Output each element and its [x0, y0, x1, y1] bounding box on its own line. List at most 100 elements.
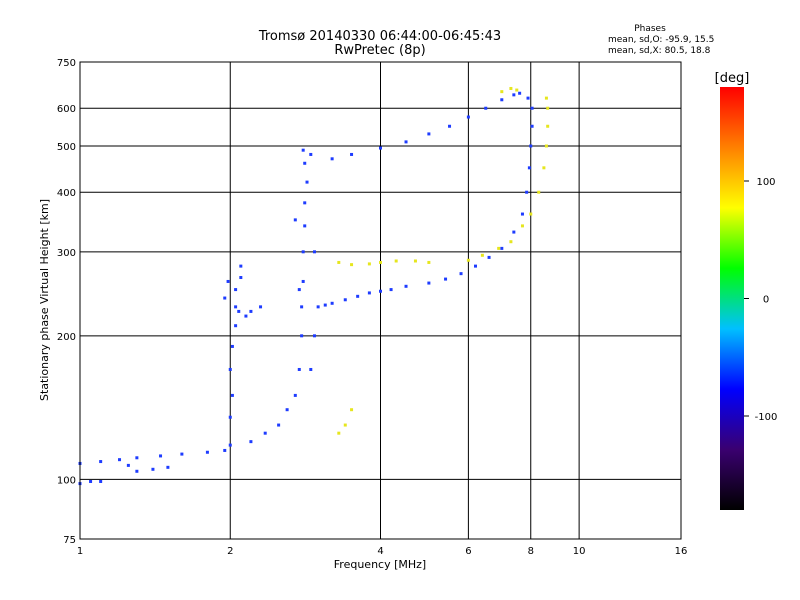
data-point: [350, 408, 354, 412]
data-point: [180, 452, 184, 456]
data-point: [159, 454, 163, 458]
data-point: [89, 479, 93, 483]
data-point: [379, 260, 382, 264]
data-point: [301, 148, 305, 152]
data-point: [330, 157, 334, 161]
data-point: [473, 264, 477, 268]
data-point: [500, 98, 504, 102]
data-point: [466, 258, 470, 262]
data-point: [526, 96, 530, 100]
data-point: [529, 144, 533, 148]
x-axis-ticks: 1 2 4 6 8 10 16: [77, 546, 688, 557]
y-axis-ticks: 75 100 200 300 400 500 600 750: [57, 58, 76, 546]
data-point: [500, 246, 504, 250]
data-point: [312, 334, 316, 338]
data-point: [518, 91, 522, 95]
data-point: [230, 393, 234, 397]
data-point: [343, 298, 347, 302]
data-point: [249, 309, 253, 313]
data-point: [527, 166, 531, 170]
data-point: [239, 264, 243, 268]
data-point: [312, 250, 316, 254]
data-point: [427, 260, 431, 264]
y-tick-label: 600: [57, 104, 76, 115]
data-point: [303, 201, 307, 205]
data-point: [544, 96, 548, 100]
data-point: [226, 279, 230, 283]
data-point: [297, 367, 301, 371]
data-point: [404, 140, 408, 144]
colorbar-label: [deg]: [715, 71, 750, 86]
plot-frame: [79, 61, 682, 540]
data-point: [126, 463, 130, 467]
data-point: [301, 279, 305, 283]
data-point: [166, 465, 170, 469]
grid: [79, 61, 682, 540]
data-point: [234, 305, 238, 309]
data-point: [367, 262, 371, 266]
data-point: [309, 152, 313, 156]
data-point: [379, 146, 382, 150]
y-tick-label: 400: [57, 188, 76, 199]
data-point: [512, 230, 516, 234]
data-point: [277, 423, 281, 427]
data-point: [500, 90, 504, 94]
data-point: [515, 88, 519, 92]
x-tick-label: 2: [227, 546, 233, 557]
y-tick-label: 300: [57, 248, 76, 259]
phases-title: Phases: [634, 24, 666, 34]
data-point: [530, 124, 534, 128]
data-point: [520, 212, 524, 216]
y-tick-label: 200: [57, 332, 76, 343]
data-point: [259, 305, 263, 309]
colorbar: [720, 87, 744, 510]
x-tick-label: 16: [675, 546, 688, 557]
data-point: [497, 246, 501, 250]
x-tick-label: 8: [528, 546, 534, 557]
data-point: [404, 284, 408, 288]
chart-subtitle: RwPretec (8p): [334, 43, 425, 58]
data-point: [285, 408, 289, 412]
data-point: [249, 440, 253, 444]
data-point: [525, 190, 529, 194]
data-point: [343, 423, 347, 427]
data-point: [484, 106, 488, 110]
data-point: [487, 255, 491, 259]
data-point: [237, 309, 241, 313]
data-point: [542, 166, 546, 170]
data-point: [330, 301, 334, 305]
x-axis-label: Frequency [MHz]: [334, 558, 426, 571]
data-point: [480, 253, 484, 257]
y-tick-label: 750: [57, 58, 76, 69]
data-point: [297, 288, 301, 292]
data-point: [205, 450, 209, 454]
y-tick-label: 100: [57, 475, 76, 486]
x-tick-label: 6: [465, 546, 471, 557]
data-point: [244, 314, 248, 318]
data-point: [151, 467, 155, 471]
data-point: [427, 132, 431, 136]
data-point: [293, 393, 297, 397]
data-point: [228, 367, 232, 371]
y-tick-label: 500: [57, 142, 76, 153]
data-point: [379, 289, 382, 293]
data-point: [546, 124, 550, 128]
data-point: [509, 86, 513, 90]
data-point: [337, 431, 341, 435]
data-point: [337, 260, 341, 264]
data-point: [223, 296, 227, 300]
phases-x-stats: mean, sd,X: 80.5, 18.8: [608, 46, 711, 56]
data-point: [509, 240, 513, 244]
data-point: [303, 161, 307, 165]
data-point: [309, 367, 313, 371]
data-point: [537, 190, 541, 194]
data-point: [300, 334, 304, 338]
phases-o-stats: mean, sd,O: -95.9, 15.5: [608, 35, 714, 45]
y-tick-label: 75: [63, 535, 76, 546]
data-point: [263, 431, 267, 435]
data-point: [301, 250, 305, 254]
data-point: [413, 259, 417, 263]
data-point: [230, 344, 234, 348]
x-tick-label: 10: [573, 546, 586, 557]
echo-points: [78, 86, 550, 486]
